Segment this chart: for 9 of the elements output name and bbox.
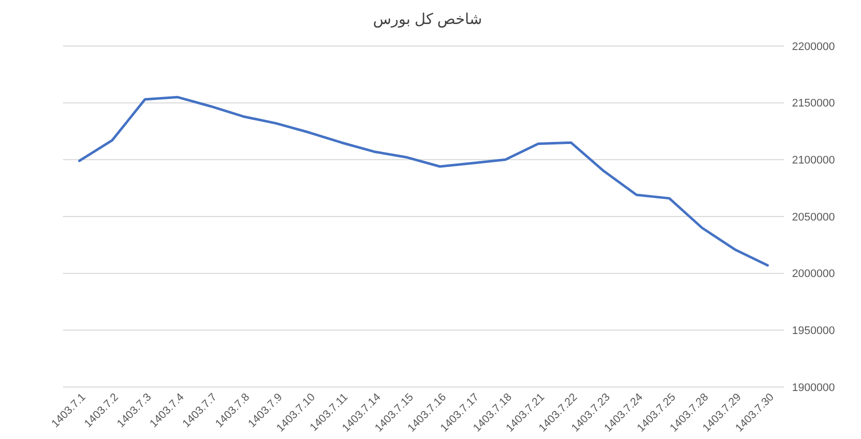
y-tick-label: 1900000 xyxy=(792,382,835,394)
y-tick-label: 1950000 xyxy=(792,325,835,338)
y-tick-label: 2000000 xyxy=(792,268,835,280)
y-tick-label: 2150000 xyxy=(792,98,835,110)
line-series xyxy=(78,96,769,267)
y-tick-label: 2100000 xyxy=(792,154,835,167)
y-tick-label: 2200000 xyxy=(792,40,835,53)
chart-title: شاخص کل بورس xyxy=(372,11,482,28)
y-tick-label: 2050000 xyxy=(792,211,835,224)
